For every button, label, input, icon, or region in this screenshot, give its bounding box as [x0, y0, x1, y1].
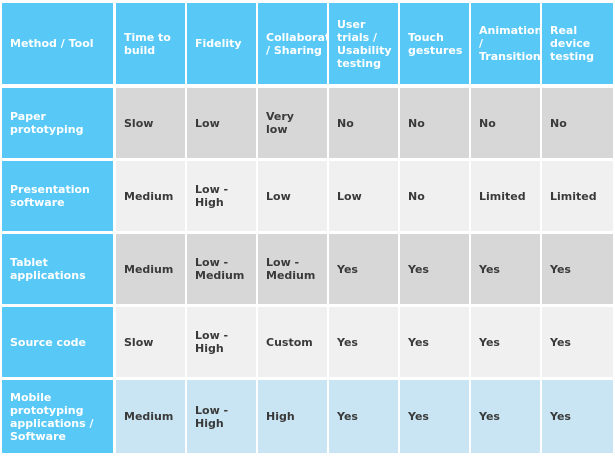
row-header-method: Source code	[2, 307, 113, 377]
table-cell: No	[400, 88, 469, 158]
table-cell: Yes	[329, 307, 398, 377]
row-header-method: Tablet applications	[2, 234, 113, 304]
table-cell: Limited	[542, 161, 613, 231]
table-cell: Custom	[258, 307, 327, 377]
column-header: User trials / Usability testing	[329, 3, 398, 84]
table-cell: Yes	[329, 234, 398, 304]
table-cell: Yes	[542, 234, 613, 304]
table-cell: Low - High	[187, 307, 256, 377]
column-header: Real device testing	[542, 3, 613, 84]
table-cell: Yes	[400, 380, 469, 453]
column-header: Animations / Transitions	[471, 3, 540, 84]
column-header: Time to build	[116, 3, 185, 84]
table-cell: Low - High	[187, 161, 256, 231]
table-cell: Medium	[116, 161, 185, 231]
table-cell: Limited	[471, 161, 540, 231]
table-cell: Low	[187, 88, 256, 158]
table-cell: Low - High	[187, 380, 256, 453]
table-cell: No	[329, 88, 398, 158]
table-cell: Yes	[542, 380, 613, 453]
table-cell: Slow	[116, 88, 185, 158]
table-cell: No	[542, 88, 613, 158]
table-cell: Very low	[258, 88, 327, 158]
table-cell: Yes	[471, 234, 540, 304]
column-header: Method / Tool	[2, 3, 113, 84]
table-cell: No	[471, 88, 540, 158]
row-header-method: Mobile prototyping applications / Softwa…	[2, 380, 113, 453]
table-cell: Low - Medium	[258, 234, 327, 304]
table-cell: Yes	[471, 380, 540, 453]
table-cell: Yes	[400, 234, 469, 304]
table-cell: Low - Medium	[187, 234, 256, 304]
table-cell: Low	[329, 161, 398, 231]
table-cell: Yes	[329, 380, 398, 453]
table-cell: Yes	[471, 307, 540, 377]
table-cell: Medium	[116, 234, 185, 304]
table-cell: Medium	[116, 380, 185, 453]
column-header: Fidelity	[187, 3, 256, 84]
table-cell: Yes	[400, 307, 469, 377]
row-header-method: Paper prototyping	[2, 88, 113, 158]
table-cell: High	[258, 380, 327, 453]
table-cell: Yes	[542, 307, 613, 377]
table-cell: Low	[258, 161, 327, 231]
row-header-method: Presentation software	[2, 161, 113, 231]
table-cell: Slow	[116, 307, 185, 377]
table-cell: No	[400, 161, 469, 231]
column-header: Touch gestures	[400, 3, 469, 84]
column-header: Collaboration / Sharing	[258, 3, 327, 84]
